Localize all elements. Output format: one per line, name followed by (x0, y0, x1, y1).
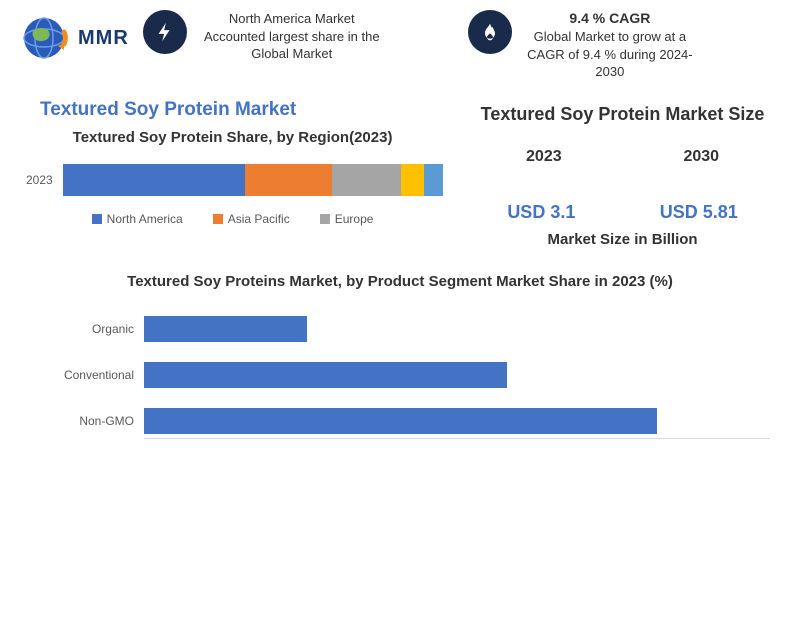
bolt-icon (143, 10, 187, 54)
hbar-row: Conventional (30, 362, 770, 388)
legend-item: Asia Pacific (213, 212, 290, 226)
region-legend: North America Asia Pacific Europe (20, 212, 445, 226)
product-bar-chart: Organic Conventional Non-GMO (30, 316, 770, 434)
market-size-years: 2023 2030 (465, 148, 780, 166)
stacked-bar-wrap: 2023 (26, 164, 445, 196)
product-chart-section: Textured Soy Proteins Market, by Product… (0, 248, 800, 439)
cagr-title: 9.4 % CAGR (522, 10, 697, 26)
legend-swatch (92, 214, 102, 224)
hbar-fill (144, 316, 307, 342)
year-b: 2030 (683, 148, 719, 166)
flame-icon (468, 10, 512, 54)
logo-text: MMR (78, 27, 129, 50)
legend-label: North America (107, 212, 183, 226)
hbar-fill (144, 408, 657, 434)
legend-item: Europe (320, 212, 374, 226)
stacked-segment (424, 164, 443, 196)
legend-swatch (213, 214, 223, 224)
year-a: 2023 (526, 148, 562, 166)
stacked-segment (63, 164, 245, 196)
cagr-text-block: 9.4 % CAGR Global Market to grow at a CA… (522, 10, 697, 81)
value-a: USD 3.1 (507, 202, 575, 223)
stacked-segment (401, 164, 424, 196)
market-size-values: USD 3.1 USD 5.81 (465, 202, 780, 223)
hbar-row: Organic (30, 316, 770, 342)
value-b: USD 5.81 (660, 202, 738, 223)
hbar-track (144, 362, 770, 388)
globe-icon (20, 10, 76, 66)
hbar-row: Non-GMO (30, 408, 770, 434)
hbar-label: Non-GMO (30, 414, 134, 428)
market-size-title: Textured Soy Protein Market Size (465, 103, 780, 126)
product-chart-title: Textured Soy Proteins Market, by Product… (30, 272, 770, 292)
hbar-label: Organic (30, 322, 134, 336)
hbar-label: Conventional (30, 368, 134, 382)
stacked-y-label: 2023 (26, 173, 53, 187)
region-chart-main-title: Textured Soy Protein Market (40, 99, 445, 121)
stacked-segment (332, 164, 400, 196)
stacked-bar (63, 164, 443, 196)
market-size-unit: Market Size in Billion (465, 231, 780, 248)
info-block-cagr: 9.4 % CAGR Global Market to grow at a CA… (468, 10, 780, 81)
region-chart: Textured Soy Protein Market Textured Soy… (20, 99, 445, 248)
legend-label: Asia Pacific (228, 212, 290, 226)
legend-swatch (320, 214, 330, 224)
hbar-track (144, 408, 770, 434)
header-row: MMR North America Market Accounted large… (0, 0, 800, 81)
x-axis-line (144, 438, 770, 439)
hbar-track (144, 316, 770, 342)
legend-item: North America (92, 212, 183, 226)
region-info-text: North America Market Accounted largest s… (197, 10, 387, 63)
cagr-body: Global Market to grow at a CAGR of 9.4 %… (522, 28, 697, 81)
info-block-region: North America Market Accounted largest s… (143, 10, 455, 63)
hbar-fill (144, 362, 507, 388)
legend-label: Europe (335, 212, 374, 226)
region-chart-subtitle: Textured Soy Protein Share, by Region(20… (20, 129, 445, 146)
mid-row: Textured Soy Protein Market Textured Soy… (0, 81, 800, 248)
market-size-block: Textured Soy Protein Market Size 2023 20… (465, 99, 780, 248)
stacked-segment (245, 164, 332, 196)
mmr-logo: MMR (20, 10, 129, 66)
